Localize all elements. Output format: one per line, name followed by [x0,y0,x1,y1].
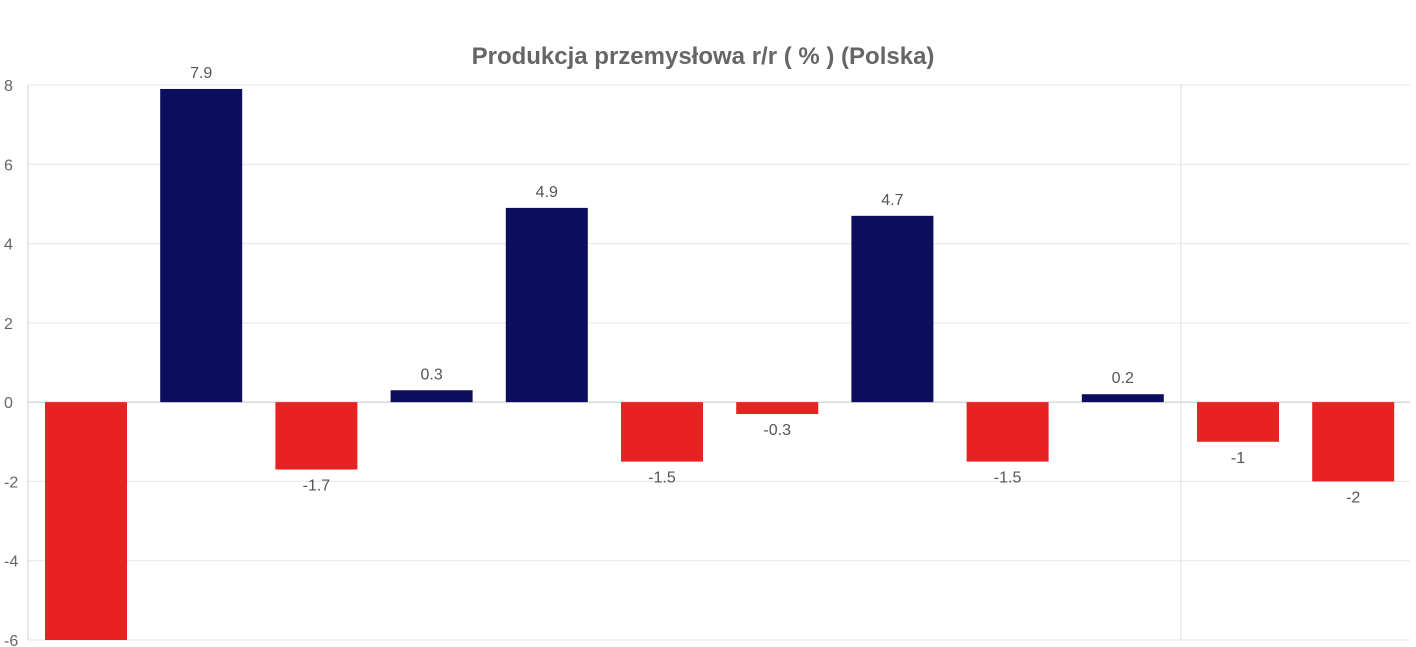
chart-title: Produkcja przemysłowa r/r ( % ) (Polska) [472,43,935,70]
y-tick-label: -6 [4,633,18,647]
bars [45,88,1395,640]
data-label: -1.5 [648,470,676,487]
y-tick-label: 2 [4,316,13,333]
bar [1197,402,1279,442]
data-label: 4.7 [881,192,903,209]
y-tick-label: 8 [4,78,13,95]
y-tick-label: -4 [4,554,18,571]
bar [851,215,934,403]
data-label: -0.3 [763,422,791,439]
bar [275,402,358,470]
bar [736,402,819,415]
y-tick-label: 4 [4,237,13,254]
data-label: 0.2 [1112,370,1134,387]
y-axis-ticks: -6 -4 -2 0 2 4 6 8 [4,78,18,647]
bar [505,207,588,403]
y-tick-label: 0 [4,395,13,412]
data-labels: 7.9 -1.7 0.3 4.9 -1.5 -0.3 4.7 -1.5 0.2 -1 -2 [190,65,1360,506]
bar [160,88,243,403]
bar [1081,394,1164,403]
data-label: 4.9 [536,184,558,201]
bar [390,390,473,403]
bar [621,402,703,462]
bar [45,402,127,640]
data-label: -1.5 [994,470,1022,487]
bar [1312,402,1395,482]
data-label: 0.3 [420,366,442,383]
grid-lines [28,84,1410,641]
data-label: -1 [1231,450,1245,467]
data-label: 7.9 [190,65,212,82]
data-label: -2 [1346,489,1360,506]
bar [966,402,1049,462]
y-tick-label: 6 [4,157,13,174]
data-label: -1.7 [303,478,331,495]
y-tick-label: -2 [4,474,18,491]
